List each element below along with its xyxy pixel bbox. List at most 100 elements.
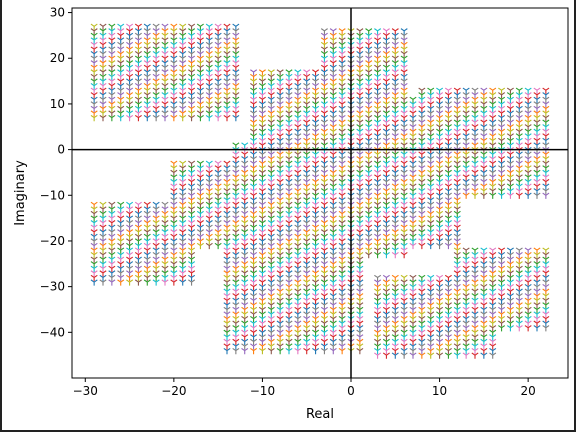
data-point	[303, 78, 311, 85]
data-point	[542, 114, 550, 122]
data-point	[480, 151, 488, 158]
data-point	[427, 206, 435, 213]
data-point	[258, 252, 266, 259]
data-point	[267, 215, 275, 222]
data-point	[329, 160, 337, 167]
data-point	[276, 142, 284, 149]
data-point	[374, 32, 382, 40]
data-point	[267, 96, 275, 103]
data-point	[223, 60, 231, 67]
data-point	[188, 174, 196, 181]
data-point	[179, 23, 187, 30]
data-point	[205, 92, 213, 99]
data-point	[453, 160, 461, 167]
data-point	[365, 124, 373, 131]
data-point	[382, 78, 390, 85]
data-point	[276, 160, 284, 167]
data-point	[90, 114, 98, 122]
data-point	[108, 32, 116, 40]
data-point	[391, 151, 399, 158]
data-point	[250, 101, 258, 108]
data-point	[320, 160, 328, 167]
data-point	[374, 169, 382, 177]
data-point	[427, 174, 435, 181]
data-point	[391, 320, 399, 327]
data-point	[320, 96, 328, 103]
data-point	[170, 114, 178, 122]
data-point	[250, 315, 258, 323]
data-point	[232, 210, 240, 218]
data-point	[400, 229, 408, 236]
data-point	[533, 133, 541, 140]
data-point	[285, 110, 293, 117]
data-point	[241, 288, 249, 295]
data-point	[329, 192, 337, 199]
data-point	[188, 114, 196, 122]
data-point	[205, 238, 213, 245]
data-point	[285, 325, 293, 332]
plot-frame	[71, 7, 569, 379]
data-point	[506, 105, 514, 113]
data-point	[241, 151, 249, 158]
data-point	[285, 347, 293, 355]
data-point	[117, 51, 125, 58]
data-point	[294, 188, 302, 195]
data-point	[276, 334, 284, 341]
data-point	[152, 242, 160, 250]
data-point	[436, 124, 444, 131]
data-point	[356, 302, 364, 309]
data-point	[232, 215, 240, 222]
data-point	[214, 224, 222, 231]
data-point	[214, 210, 222, 218]
data-point	[232, 174, 240, 181]
data-point	[365, 233, 373, 240]
data-point	[90, 201, 98, 209]
data-point	[444, 156, 452, 163]
data-point	[338, 119, 346, 126]
data-point	[365, 28, 373, 35]
data-point	[418, 119, 426, 126]
data-point	[427, 233, 435, 240]
data-point	[276, 114, 284, 122]
data-point	[338, 133, 346, 140]
data-point	[453, 201, 461, 209]
data-point	[418, 169, 426, 177]
data-point	[134, 270, 142, 277]
data-point	[232, 41, 240, 49]
data-point	[170, 256, 178, 263]
data-point	[453, 233, 461, 240]
data-point	[232, 338, 240, 346]
data-point	[462, 87, 470, 94]
data-point	[400, 151, 408, 158]
data-point	[134, 60, 142, 67]
data-point	[418, 215, 426, 222]
data-point	[303, 279, 311, 286]
data-point	[382, 325, 390, 332]
data-point	[117, 114, 125, 122]
data-point	[489, 178, 497, 186]
data-point	[382, 32, 390, 40]
data-point	[294, 110, 302, 117]
data-point	[444, 128, 452, 135]
data-point	[294, 201, 302, 209]
data-point	[241, 160, 249, 167]
data-point	[205, 105, 213, 113]
data-point	[356, 41, 364, 49]
data-point	[524, 174, 532, 181]
data-point	[338, 87, 346, 94]
data-point	[515, 119, 523, 126]
data-point	[338, 46, 346, 53]
data-point	[276, 220, 284, 227]
data-point	[409, 137, 417, 145]
data-point	[241, 283, 249, 291]
data-point	[276, 69, 284, 76]
data-point	[427, 242, 435, 250]
data-point	[241, 201, 249, 209]
data-point	[250, 192, 258, 199]
data-point	[409, 128, 417, 135]
data-point	[365, 46, 373, 53]
data-point	[214, 192, 222, 199]
data-point	[453, 188, 461, 195]
data-point	[276, 283, 284, 291]
data-point	[320, 311, 328, 318]
